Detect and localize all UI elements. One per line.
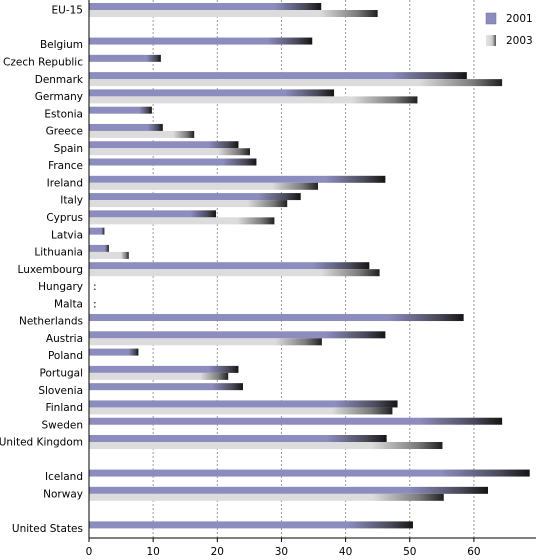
bars: [89, 3, 530, 529]
bar-2001: [89, 262, 370, 270]
bar-2001: [89, 417, 503, 425]
category-label: Austria: [46, 333, 83, 345]
legend-swatch-2003: [486, 35, 496, 46]
bar-2001: [89, 175, 386, 183]
category-label: France: [48, 160, 83, 172]
bar-2001: [89, 193, 301, 201]
category-label: Czech Republic: [3, 56, 83, 68]
axes: 0 10 20 30 40 50 60: [86, 0, 536, 558]
bar-2001: [89, 158, 257, 166]
bar-2003: [89, 269, 380, 277]
bar-2003: [89, 338, 322, 346]
missing-value-marker: :: [93, 280, 97, 293]
bar-2001: [89, 37, 313, 45]
category-label: Italy: [60, 195, 83, 207]
bar-2001: [89, 72, 467, 80]
bar-2003: [89, 130, 195, 138]
bar-2003: [89, 96, 418, 104]
bar-2001: [89, 348, 139, 356]
bar-2001: [89, 314, 464, 322]
bar-2001: [89, 210, 217, 218]
x-tick-label: 0: [86, 546, 93, 558]
bar-2001: [89, 365, 239, 373]
category-labels: EU-15 Belgium Czech Republic Denmark Germany…: [0, 5, 97, 535]
category-label: Estonia: [44, 108, 83, 120]
x-tick-label: 40: [339, 546, 352, 558]
category-label: United Kingdom: [0, 437, 83, 449]
category-label: Hungary: [38, 281, 83, 293]
category-label: Cyprus: [46, 212, 83, 224]
bar-2003: [89, 79, 503, 87]
legend-swatch-2001: [485, 12, 497, 25]
bar-2003: [89, 217, 275, 225]
category-label: Greece: [46, 126, 83, 138]
category-label: Germany: [35, 91, 83, 103]
category-label: Slovenia: [38, 385, 83, 397]
category-label: Belgium: [40, 39, 83, 51]
bar-2003: [89, 407, 393, 415]
category-label: Latvia: [51, 229, 83, 241]
category-label: Sweden: [42, 419, 84, 431]
category-label: Spain: [54, 143, 83, 155]
x-tick-label: 20: [211, 546, 224, 558]
category-label: Ireland: [47, 177, 83, 189]
bar-2001: [89, 141, 239, 149]
bar-2001: [89, 244, 109, 252]
legend-label-2001: 2001: [506, 13, 533, 25]
category-label: Malta: [54, 298, 83, 310]
category-label: EU-15: [52, 5, 83, 17]
category-label: Netherlands: [19, 316, 83, 328]
bar-2001: [89, 54, 161, 62]
missing-value-marker: :: [93, 297, 97, 310]
bar-2001: [89, 89, 335, 97]
bar-2003: [89, 148, 251, 156]
bar-2001: [89, 106, 152, 114]
category-label: United States: [12, 523, 83, 535]
x-tick-label: 10: [146, 546, 159, 558]
category-label: Portugal: [40, 368, 84, 380]
bar-2001: [89, 123, 163, 131]
bar-2001: [89, 383, 243, 391]
category-label: Luxembourg: [18, 264, 83, 276]
bar-2003: [89, 200, 288, 208]
legend-label-2003: 2003: [506, 35, 533, 47]
bar-2001: [89, 400, 398, 408]
bar-2003: [89, 442, 443, 449]
bar-2003: [89, 182, 319, 190]
bar-2001: [89, 435, 387, 442]
bar-2003: [89, 10, 378, 17]
x-tick-label: 50: [403, 546, 416, 558]
bar-2003: [89, 251, 129, 259]
bar-2001: [89, 521, 413, 529]
category-label: Norway: [43, 488, 83, 500]
bar-2001: [89, 331, 386, 339]
legend: 2001 2003: [485, 12, 533, 47]
category-label: Iceland: [45, 471, 83, 483]
category-label: Denmark: [35, 74, 84, 86]
x-tick-label: 60: [467, 546, 480, 558]
bar-2003: [89, 493, 444, 501]
category-label: Finland: [45, 402, 83, 414]
bar-2003: [89, 372, 229, 380]
bar-2001: [89, 227, 105, 235]
x-tick-label: 30: [275, 546, 288, 558]
category-label: Poland: [48, 350, 83, 362]
bar-2001: [89, 469, 530, 477]
bar-2001: [89, 3, 322, 10]
category-label: Lithuania: [34, 247, 83, 259]
bar-2001: [89, 486, 489, 494]
